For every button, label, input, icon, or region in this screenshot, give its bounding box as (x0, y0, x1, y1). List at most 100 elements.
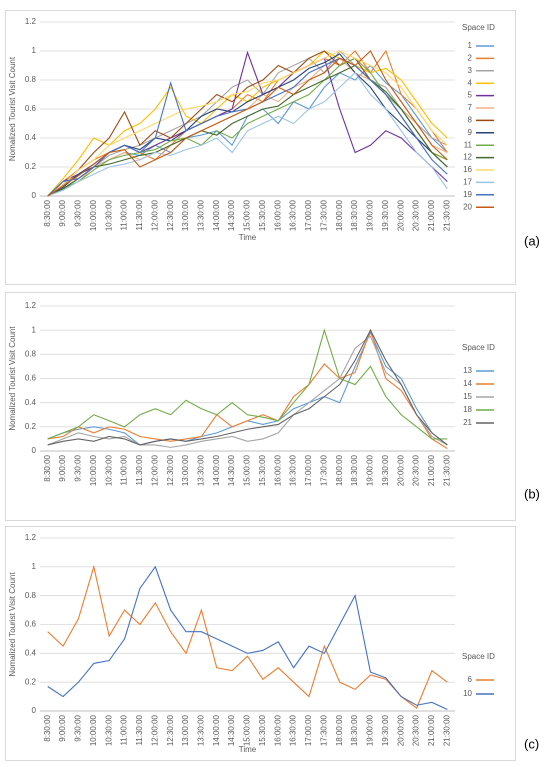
y-tick-label: 1 (32, 325, 37, 334)
y-tick-label: 0.8 (25, 591, 37, 600)
x-tick-label: 20:30:00 (412, 454, 421, 486)
x-tick-label: 8:30:00 (43, 454, 52, 481)
legend-label: 5 (468, 91, 473, 100)
x-tick-label: 11:30:00 (135, 454, 144, 485)
x-tick-label: 9:00:00 (58, 714, 67, 741)
panel-label: (a) (524, 233, 540, 248)
series-line (47, 57, 448, 197)
x-tick-label: 8:30:00 (43, 714, 52, 741)
x-tick-label: 19:00:00 (366, 714, 375, 746)
x-tick-label: 17:00:00 (304, 199, 313, 231)
x-tick-label: 20:30:00 (412, 714, 421, 746)
x-tick-label: 17:00:00 (304, 454, 313, 486)
y-tick-label: 0.6 (25, 374, 37, 383)
x-tick-label: 21:00:00 (427, 199, 436, 231)
x-tick-label: 8:30:00 (43, 199, 52, 226)
x-tick-label: 17:30:00 (319, 199, 328, 231)
x-tick-label: 12:00:00 (150, 714, 159, 746)
series-line (47, 71, 448, 197)
x-tick-label: 20:00:00 (396, 199, 405, 231)
x-tick-label: 13:00:00 (181, 199, 190, 231)
legend-title: Space ID (462, 652, 495, 661)
x-axis-label: Time (239, 233, 257, 242)
legend-label: 8 (468, 116, 473, 125)
x-tick-label: 21:00:00 (427, 454, 436, 486)
y-axis-label: Nomalized Tourist Visit Count (8, 326, 17, 431)
y-tick-label: 1.2 (25, 301, 37, 310)
panel-frame (5, 526, 516, 761)
x-tick-label: 11:00:00 (120, 454, 129, 485)
x-tick-label: 16:30:00 (289, 454, 298, 486)
y-tick-label: 0 (32, 191, 37, 200)
legend-label: 1 (468, 41, 473, 50)
x-tick-label: 12:30:00 (166, 199, 175, 231)
x-tick-label: 20:00:00 (396, 714, 405, 746)
x-tick-label: 14:30:00 (227, 199, 236, 231)
x-tick-label: 9:30:00 (74, 714, 83, 741)
x-tick-label: 9:30:00 (74, 199, 83, 226)
legend-label: 20 (463, 202, 472, 211)
x-tick-label: 12:00:00 (150, 199, 159, 231)
legend-label: 2 (468, 54, 473, 63)
legend-label: 11 (464, 140, 473, 149)
x-tick-label: 10:00:00 (89, 199, 98, 231)
legend-label: 12 (463, 153, 472, 162)
panel-frame (5, 292, 516, 521)
x-tick-label: 19:00:00 (366, 454, 375, 486)
legend-label: 14 (463, 379, 472, 388)
x-tick-label: 10:30:00 (104, 714, 113, 746)
x-tick-label: 18:30:00 (350, 714, 359, 746)
x-tick-label: 20:00:00 (396, 454, 405, 486)
x-tick-label: 19:00:00 (366, 199, 375, 231)
legend-title: Space ID (462, 343, 495, 352)
legend-label: 17 (463, 178, 472, 187)
y-tick-label: 1 (32, 46, 37, 55)
series-line (47, 53, 448, 197)
y-tick-label: 0.4 (25, 398, 37, 407)
x-tick-label: 13:00:00 (181, 454, 190, 486)
y-tick-label: 1 (32, 562, 37, 571)
panel-frame (5, 10, 516, 285)
legend-label: 3 (468, 66, 473, 75)
x-tick-label: 13:30:00 (196, 454, 205, 486)
x-tick-label: 17:30:00 (319, 714, 328, 746)
x-tick-label: 21:30:00 (442, 714, 451, 746)
x-tick-label: 14:00:00 (212, 199, 221, 231)
series-line (47, 565, 448, 711)
legend-label: 13 (463, 366, 472, 375)
x-tick-label: 12:00:00 (150, 454, 159, 486)
y-tick-label: 0.2 (25, 422, 37, 431)
legend-label: 15 (463, 392, 472, 401)
y-tick-label: 1.2 (25, 17, 37, 26)
legend-label: 18 (463, 405, 472, 414)
y-tick-label: 0 (32, 446, 37, 455)
x-tick-label: 17:00:00 (304, 714, 313, 746)
series-line (47, 335, 448, 448)
x-tick-label: 12:30:00 (166, 454, 175, 486)
series-line (47, 328, 448, 440)
x-tick-label: 18:30:00 (350, 199, 359, 231)
y-tick-label: 0.8 (25, 349, 37, 358)
x-tick-label: 11:00:00 (120, 199, 129, 230)
x-tick-label: 12:30:00 (166, 714, 175, 746)
legend-label: 7 (468, 103, 473, 112)
x-tick-label: 10:30:00 (104, 454, 113, 486)
y-tick-label: 0.4 (25, 648, 37, 657)
x-tick-label: 9:00:00 (58, 199, 67, 226)
legend-label: 4 (468, 78, 473, 87)
x-tick-label: 11:30:00 (135, 199, 144, 230)
x-tick-label: 19:30:00 (381, 714, 390, 746)
y-axis-label: Nomalized Tourist Visit Count (8, 56, 17, 161)
x-tick-label: 14:00:00 (212, 454, 221, 486)
x-tick-label: 19:30:00 (381, 454, 390, 486)
x-tick-label: 21:30:00 (442, 199, 451, 231)
x-axis-label: Time (239, 745, 257, 754)
x-tick-label: 14:00:00 (212, 714, 221, 746)
x-tick-label: 10:00:00 (89, 454, 98, 486)
series-line (47, 564, 448, 709)
y-tick-label: 0.6 (25, 620, 37, 629)
x-tick-label: 16:30:00 (289, 199, 298, 231)
y-tick-label: 0.6 (25, 104, 37, 113)
x-tick-label: 13:30:00 (196, 714, 205, 746)
